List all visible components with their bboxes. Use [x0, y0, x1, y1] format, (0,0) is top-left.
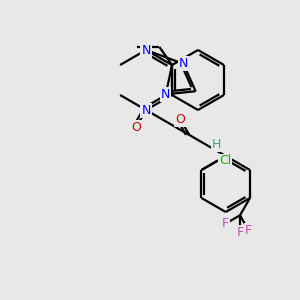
Text: F: F [236, 226, 244, 239]
Text: N: N [141, 44, 151, 56]
Text: Cl: Cl [219, 154, 231, 167]
Text: O: O [131, 121, 141, 134]
Text: N: N [179, 57, 188, 70]
Text: N: N [141, 103, 151, 116]
Text: F: F [222, 217, 229, 230]
Text: F: F [245, 224, 252, 236]
Text: O: O [176, 113, 185, 126]
Text: H: H [212, 137, 221, 151]
Text: N: N [161, 88, 170, 101]
